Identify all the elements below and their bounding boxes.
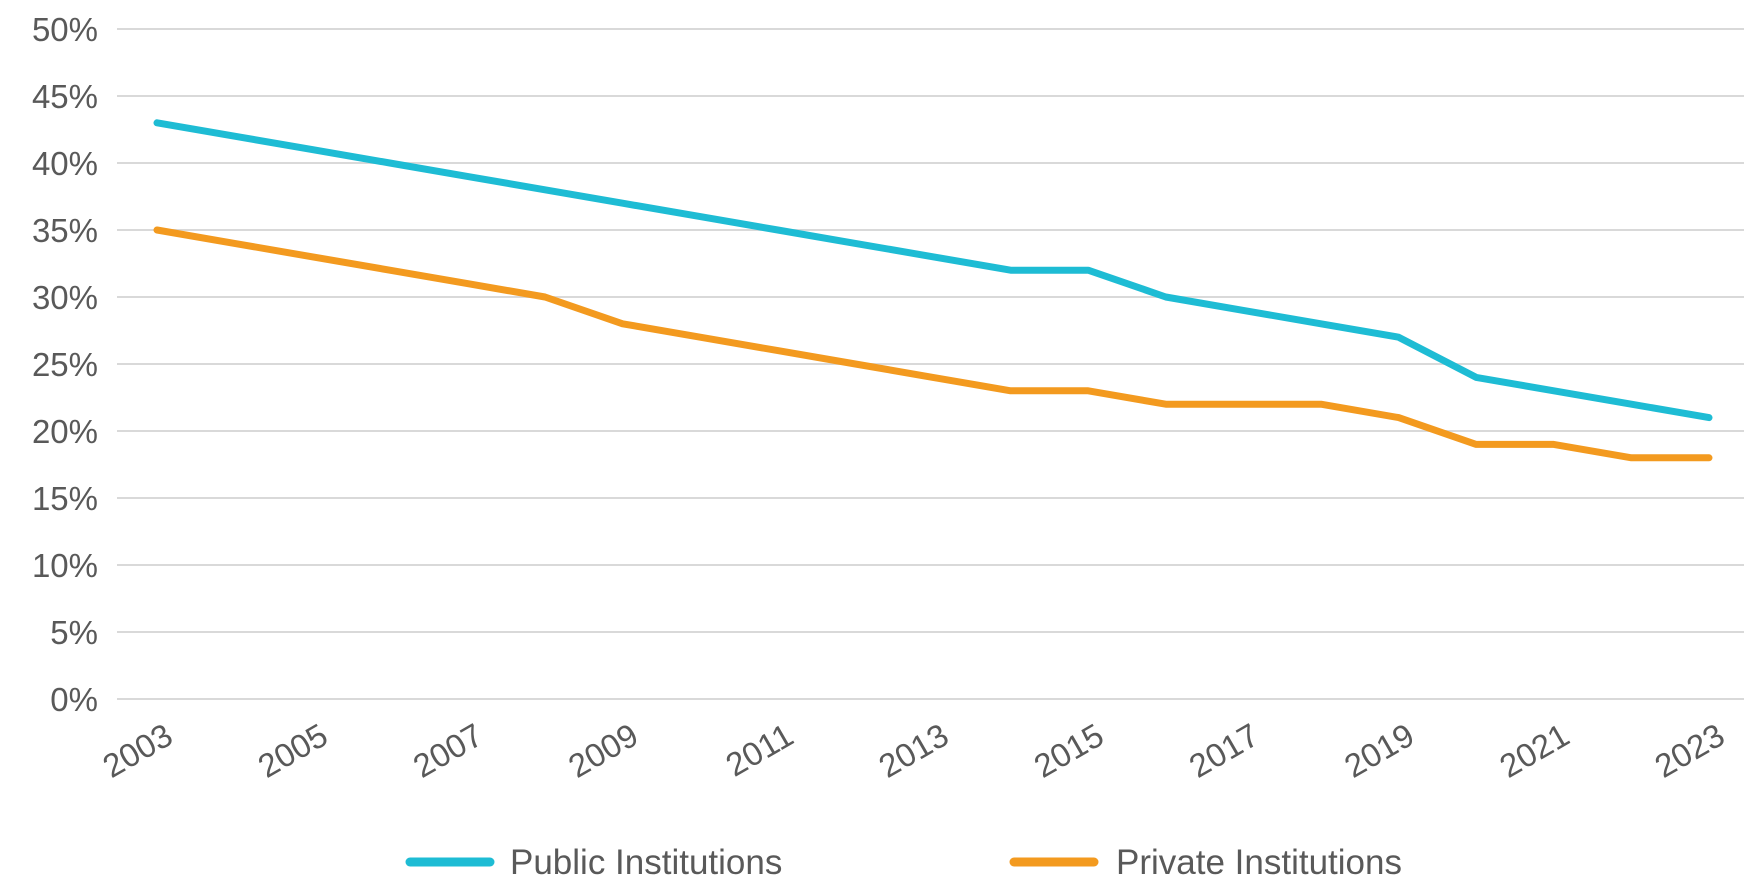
y-tick-label: 25% xyxy=(32,346,98,383)
legend: Public Institutions Private Institutions xyxy=(405,843,1402,882)
y-tick-label: 0% xyxy=(50,681,98,718)
y-tick-label: 5% xyxy=(50,614,98,651)
x-tick-label: 2023 xyxy=(1648,716,1730,785)
x-tick-label: 2019 xyxy=(1338,716,1420,785)
y-tick-label: 50% xyxy=(32,11,98,48)
series-lines xyxy=(153,119,1713,462)
x-tick-label: 2017 xyxy=(1183,716,1265,785)
series-line-private xyxy=(153,226,1713,462)
legend-label: Private Institutions xyxy=(1116,843,1402,882)
legend-label: Public Institutions xyxy=(510,843,782,882)
y-tick-label: 15% xyxy=(32,480,98,517)
legend-item: Public Institutions xyxy=(405,843,782,882)
x-tick-label: 2007 xyxy=(407,716,489,785)
y-tick-label: 40% xyxy=(32,145,98,182)
x-tick-label: 2013 xyxy=(872,716,954,785)
x-axis-ticks: 2003 2005 2007 2009 2011 2013 2015 2017 2019 2021… xyxy=(96,716,1730,785)
x-tick-label: 2009 xyxy=(562,716,644,785)
y-axis-ticks: 0% 5% 10% 15% 20% 25% 30% 35% 40% 45% 50% xyxy=(32,11,98,718)
x-tick-label: 2005 xyxy=(252,716,334,785)
y-tick-label: 10% xyxy=(32,547,98,584)
x-tick-label: 2015 xyxy=(1028,716,1110,785)
series-line-public xyxy=(153,119,1713,422)
y-tick-label: 30% xyxy=(32,279,98,316)
x-tick-label: 2011 xyxy=(719,716,799,784)
y-tick-label: 45% xyxy=(32,78,98,115)
gridlines xyxy=(117,28,1744,700)
x-tick-label: 2021 xyxy=(1493,716,1575,785)
y-tick-label: 35% xyxy=(32,212,98,249)
y-tick-label: 20% xyxy=(32,413,98,450)
legend-item: Private Institutions xyxy=(1009,843,1402,882)
x-tick-label: 2003 xyxy=(96,716,178,785)
